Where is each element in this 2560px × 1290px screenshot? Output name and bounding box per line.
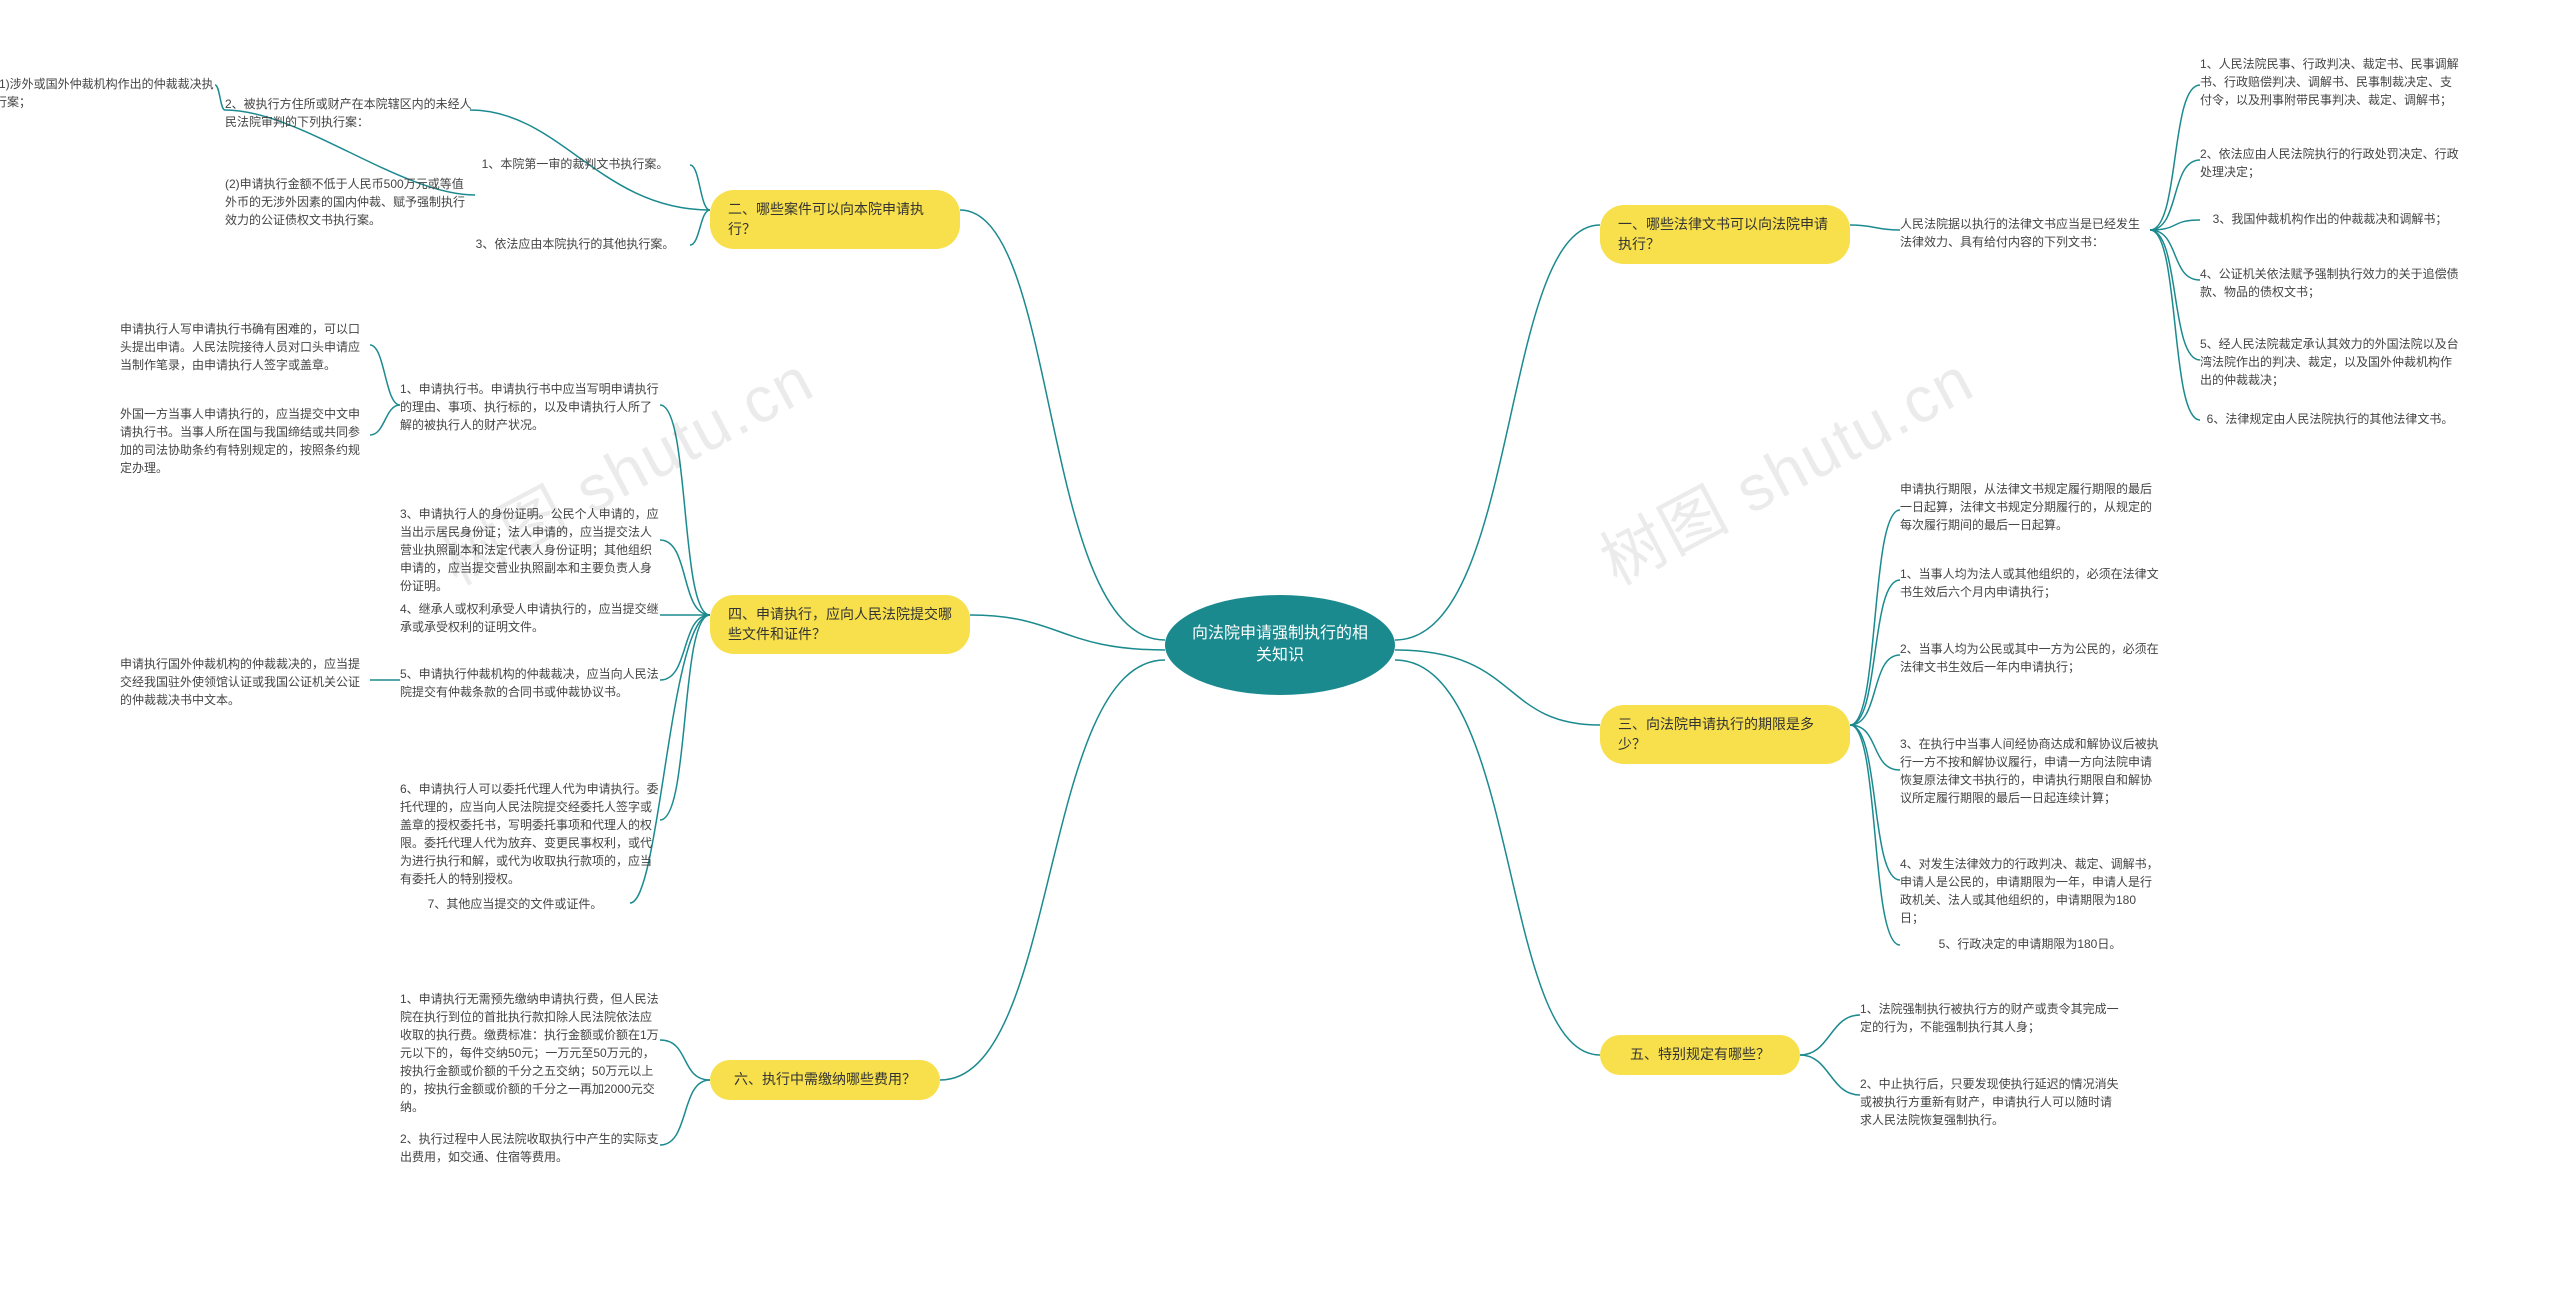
edge [2150,220,2200,230]
branch-2: 二、哪些案件可以向本院申请执行？ [710,190,960,249]
branch-4-leaf-4: 5、申请执行仲裁机构的仲裁裁决，应当向人民法院提交有仲裁条款的合同书或仲裁协议书… [400,665,660,701]
branch-6-leaf-1: 1、申请执行无需预先缴纳申请执行费，但人民法院在执行到位的首批执行款扣除人民法院… [400,990,660,1116]
edge [370,405,400,435]
branch-6: 六、执行中需缴纳哪些费用？ [710,1060,940,1100]
edge [1850,655,1900,725]
branch-1-leaf-3: 3、我国仲裁机构作出的仲裁裁决和调解书； [2200,210,2460,228]
branch-2-leaf-2-sub-1: (1)涉外或国外仲裁机构作出的仲裁裁决执行案； [0,75,215,111]
edge [1850,510,1900,725]
branch-3-leaf-1: 申请执行期限，从法律文书规定履行期限的最后一日起算，法律文书规定分期履行的，从规… [1900,480,2160,534]
branch-1-leaf-6: 6、法律规定由人民法院执行的其他法律文书。 [2200,410,2460,428]
edge [660,1080,710,1145]
branch-4-leaf-2: 3、申请执行人的身份证明。公民个人申请的，应当出示居民身份证；法人申请的，应当提… [400,505,660,595]
edge [970,615,1165,650]
branch-3-leaf-6: 5、行政决定的申请期限为180日。 [1900,935,2160,953]
edge [1800,1015,1860,1055]
branch-4-leaf-6: 7、其他应当提交的文件或证件。 [400,895,630,913]
branch-3-leaf-4: 3、在执行中当事人间经协商达成和解协议后被执行一方不按和解协议履行，申请一方向法… [1900,735,2160,807]
branch-4-leaf-4-sub-1: 申请执行国外仲裁机构的仲裁裁决的，应当提交经我国驻外使领馆认证或我国公证机关公证… [120,655,370,709]
edge [1850,725,1900,945]
edge [690,210,710,245]
branch-2-leaf-2-sub-2: (2)申请执行金额不低于人民币500万元或等值外币的无涉外因素的国内仲裁、赋予强… [225,175,475,229]
branch-2-leaf-1: 1、本院第一审的裁判文书执行案。 [460,155,690,173]
branch-2-leaf-3: 3、依法应由本院执行的其他执行案。 [460,235,690,253]
branch-2-leaf-2: 2、被执行方住所或财产在本院辖区内的未经人民法院审判的下列执行案： [225,95,475,131]
edge [690,165,710,210]
center-node: 向法院申请强制执行的相关知识 [1165,595,1395,695]
branch-1-leaf-2: 2、依法应由人民法院执行的行政处罚决定、行政处理决定； [2200,145,2460,181]
branch-5: 五、特别规定有哪些？ [1600,1035,1800,1075]
center-label: 向法院申请强制执行的相关知识 [1185,623,1375,668]
edge [1800,1055,1860,1095]
edge [215,85,225,110]
edge [960,210,1165,640]
branch-1-leaf-5: 5、经人民法院裁定承认其效力的外国法院以及台湾法院作出的判决、裁定，以及国外仲裁… [2200,335,2460,389]
edge [660,405,710,615]
edge [660,540,710,615]
edge [940,660,1165,1080]
branch-1-leaf-1: 1、人民法院民事、行政判决、裁定书、民事调解书、行政赔偿判决、调解书、民事制裁决… [2200,55,2460,109]
edge [660,1040,710,1080]
branch-5-leaf-2: 2、中止执行后，只要发现使执行延迟的情况消失或被执行方重新有财产，申请执行人可以… [1860,1075,2120,1129]
edge [660,615,710,680]
branch-4-leaf-1-sub-1: 申请执行人写申请执行书确有困难的，可以口头提出申请。人民法院接待人员对口头申请应… [120,320,370,374]
edge [1395,660,1600,1055]
branch-4-leaf-1-sub-2: 外国一方当事人申请执行的，应当提交中文申请执行书。当事人所在国与我国缔结或共同参… [120,405,370,477]
branch-1-intro: 人民法院据以执行的法律文书应当是已经发生法律效力、具有给付内容的下列文书： [1900,215,2150,251]
edge [1850,725,1900,770]
edge [2150,230,2200,360]
edge [1395,650,1600,725]
branch-5-leaf-1: 1、法院强制执行被执行方的财产或责令其完成一定的行为，不能强制执行其人身； [1860,1000,2120,1036]
watermark-2: 树图 shutu.cn [1582,329,1987,603]
branch-4: 四、申请执行，应向人民法院提交哪些文件和证件？ [710,595,970,654]
branch-1-leaf-4: 4、公证机关依法赋予强制执行效力的关于追偿债款、物品的债权文书； [2200,265,2460,301]
edge [370,345,400,405]
branch-4-leaf-5: 6、申请执行人可以委托代理人代为申请执行。委托代理的，应当向人民法院提交经委托人… [400,780,660,888]
branch-4-leaf-1: 1、申请执行书。申请执行书中应当写明申请执行的理由、事项、执行标的，以及申请执行… [400,380,660,434]
edge [1850,225,1900,230]
branch-3-leaf-3: 2、当事人均为公民或其中一方为公民的，必须在法律文书生效后一年内申请执行； [1900,640,2160,676]
edge [1850,725,1900,880]
edge [1395,225,1600,640]
branch-4-leaf-3: 4、继承人或权利承受人申请执行的，应当提交继承或承受权利的证明文件。 [400,600,660,636]
branch-1: 一、哪些法律文书可以向法院申请执行？ [1600,205,1850,264]
branch-3-leaf-2: 1、当事人均为法人或其他组织的，必须在法律文书生效后六个月内申请执行； [1900,565,2160,601]
edge [1850,580,1900,725]
edge [2150,160,2200,230]
edge [2150,230,2200,280]
branch-6-leaf-2: 2、执行过程中人民法院收取执行中产生的实际支出费用，如交通、住宿等费用。 [400,1130,660,1166]
edge [660,615,710,820]
edge [2150,85,2200,230]
branch-3-leaf-5: 4、对发生法律效力的行政判决、裁定、调解书，申请人是公民的，申请期限为一年，申请… [1900,855,2160,927]
branch-3: 三、向法院申请执行的期限是多少？ [1600,705,1850,764]
edge [2150,230,2200,420]
